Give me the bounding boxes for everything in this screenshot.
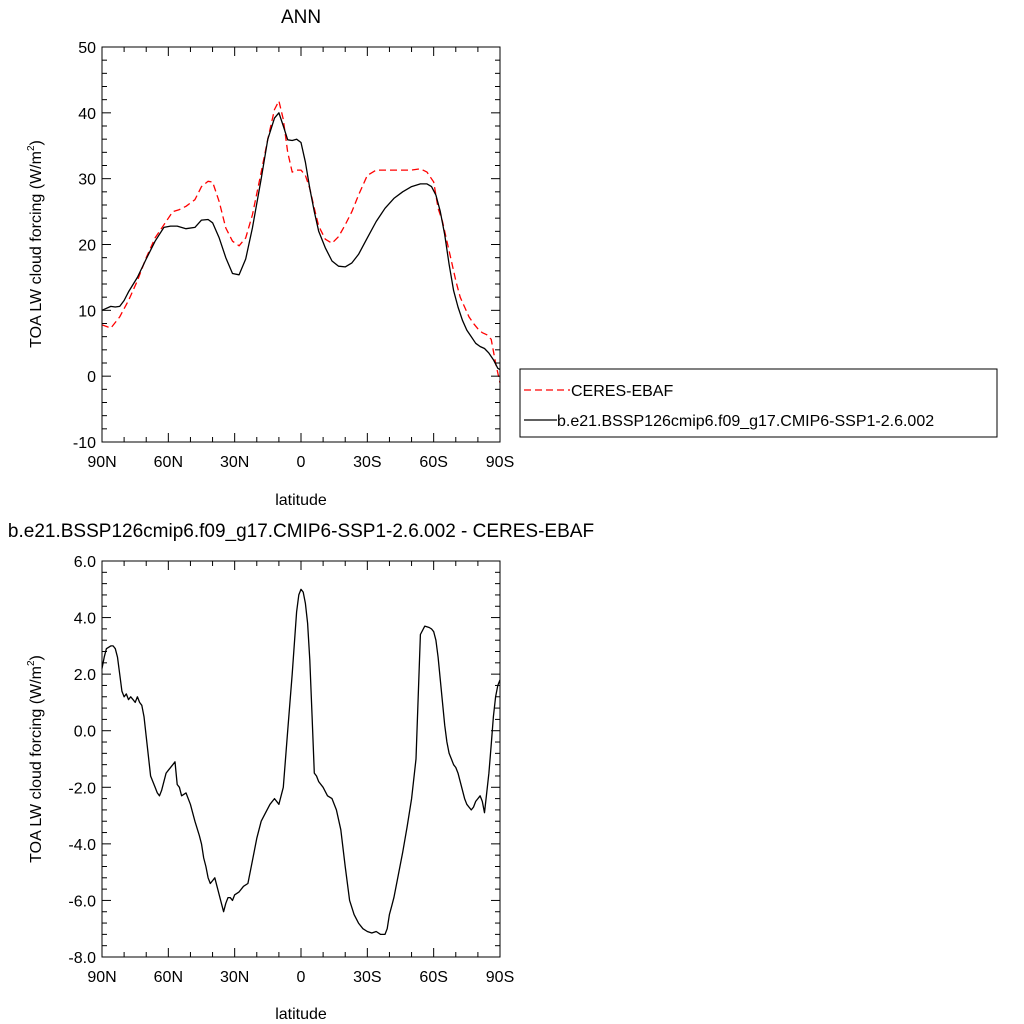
top-chart-title: ANN	[281, 7, 321, 28]
top-y-axis-label-sup: 2	[26, 145, 37, 151]
top-y-tick-label: 50	[78, 40, 96, 57]
bottom-y-tick-label: -6.0	[68, 893, 96, 910]
top-y-tick-label: 30	[78, 172, 96, 189]
bottom-y-tick-label: -2.0	[68, 780, 96, 797]
bottom-chart-title: b.e21.BSSP126cmip6.f09_g17.CMIP6-SSP1-2.…	[8, 521, 594, 542]
bottom-x-tick-label: 60S	[419, 969, 447, 986]
top-x-tick-label: 30N	[220, 454, 249, 471]
bottom-y-tick-label: 4.0	[74, 611, 96, 628]
top-y-axis-label: TOA LW cloud forcing (W/m2)	[26, 140, 45, 348]
top-x-tick-label: 60S	[419, 454, 447, 471]
top-x-ticks: 90N 60N 30N 0 30S 60S 90S	[87, 47, 514, 471]
top-panel: ANN 90N 60N 30N 0 30S 60S 90S -10 0 10 20 30 40 50 l…	[26, 7, 514, 509]
top-x-axis-label: latitude	[275, 492, 327, 509]
top-x-tick-label: 30S	[353, 454, 381, 471]
bottom-x-ticks: 90N 60N 30N 0 30S 60S 90S	[87, 561, 514, 986]
top-y-tick-label: 10	[78, 303, 96, 320]
bottom-x-tick-label: 90S	[486, 969, 514, 986]
bottom-y-axis-label-main: TOA LW cloud forcing (W/m	[28, 666, 45, 863]
top-y-tick-label: 20	[78, 238, 96, 255]
top-plot-area	[101, 100, 501, 383]
bottom-x-tick-label: 0	[297, 969, 306, 986]
bottom-plot-frame	[101, 560, 501, 958]
top-x-tick-label: 0	[297, 454, 306, 471]
bottom-y-tick-label: 6.0	[74, 554, 96, 571]
bottom-plot-area	[101, 588, 501, 936]
bottom-y-tick-label: 0.0	[74, 724, 96, 741]
bottom-series-line-0	[101, 588, 501, 936]
bottom-x-tick-label: 90N	[87, 969, 116, 986]
bottom-x-tick-label: 30N	[220, 969, 249, 986]
bottom-y-tick-label: -4.0	[68, 837, 96, 854]
top-plot-frame	[101, 46, 501, 443]
top-y-ticks: -10 0 10 20 30 40 50	[73, 40, 500, 452]
top-x-tick-label: 90S	[486, 454, 514, 471]
legend-label-model: b.e21.BSSP126cmip6.f09_g17.CMIP6-SSP1-2.…	[557, 413, 934, 430]
bottom-x-axis-label: latitude	[275, 1006, 327, 1023]
top-y-tick-label: -10	[73, 435, 96, 452]
top-y-axis-label-main: TOA LW cloud forcing (W/m	[28, 151, 45, 348]
legend-box	[519, 368, 998, 438]
legend: CERES-EBAF b.e21.BSSP126cmip6.f09_g17.CM…	[519, 368, 998, 438]
bottom-y-axis-label: TOA LW cloud forcing (W/m2)	[26, 655, 45, 863]
top-x-tick-label: 90N	[87, 454, 116, 471]
legend-label-ceres: CERES-EBAF	[571, 383, 673, 400]
bottom-y-axis-label-sup: 2	[26, 660, 37, 666]
bottom-y-axis-label-close: )	[28, 655, 45, 660]
top-y-tick-label: 40	[78, 106, 96, 123]
bottom-x-tick-label: 30S	[353, 969, 381, 986]
top-y-axis-label-close: )	[28, 140, 45, 145]
bottom-panel: b.e21.BSSP126cmip6.f09_g17.CMIP6-SSP1-2.…	[8, 521, 594, 1023]
top-x-tick-label: 60N	[154, 454, 183, 471]
top-series-line-1	[101, 112, 501, 371]
bottom-x-tick-label: 60N	[154, 969, 183, 986]
bottom-y-tick-label: 2.0	[74, 667, 96, 684]
bottom-y-ticks: -8.0 -6.0 -4.0 -2.0 0.0 2.0 4.0 6.0	[68, 554, 500, 967]
top-y-tick-label: 0	[87, 369, 96, 386]
bottom-y-tick-label: -8.0	[68, 950, 96, 967]
